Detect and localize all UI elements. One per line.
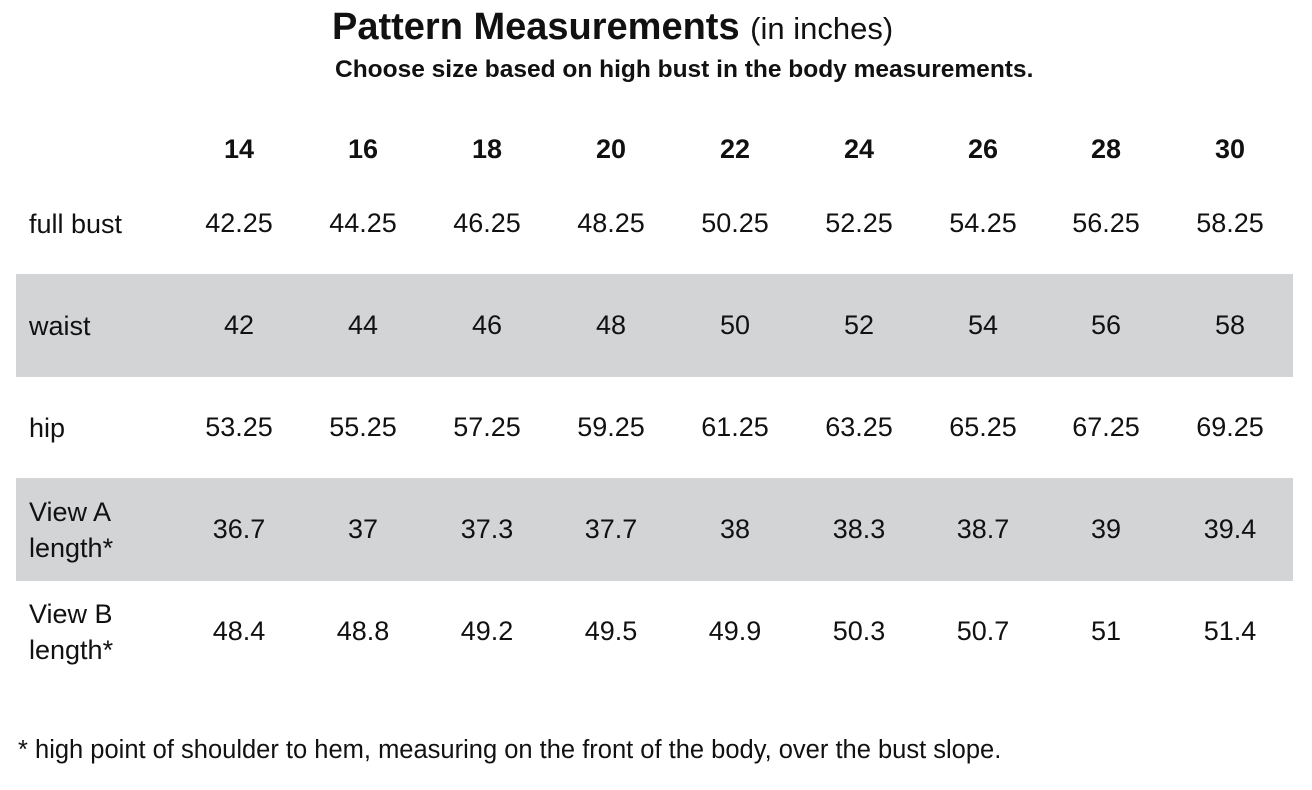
row-label: hip: [29, 376, 189, 479]
size-header-row: 14 16 18 20 22 24 26 28 30: [0, 126, 1312, 172]
table-cell: 49.5: [584, 616, 638, 646]
table-cell: 49.2: [460, 616, 514, 646]
table-cell: 51: [1090, 616, 1122, 646]
size-header-18: 18: [471, 134, 503, 164]
size-header-16: 16: [347, 134, 379, 164]
table-cell: 48.8: [336, 616, 390, 646]
table-cell: 36.7: [212, 514, 266, 544]
table-cell: 46.25: [453, 208, 521, 238]
row-label-text: hip: [29, 412, 66, 443]
table-cell: 37: [347, 514, 379, 544]
table-cell: 50.7: [956, 616, 1010, 646]
table-cell: 52: [843, 310, 875, 340]
table-cell: 44.25: [329, 208, 397, 238]
table-cell: 52.25: [825, 208, 893, 238]
row-label: full bust: [29, 172, 189, 275]
table-cell: 54: [967, 310, 999, 340]
table-cell: 59.25: [577, 412, 645, 442]
table-cell: 56.25: [1072, 208, 1140, 238]
table-cell: 46: [471, 310, 503, 340]
size-header-26: 26: [967, 134, 999, 164]
table-cell: 42.25: [205, 208, 273, 238]
row-label: View B length*: [29, 580, 189, 683]
table-cell: 48.4: [212, 616, 266, 646]
table-cell: 67.25: [1072, 412, 1140, 442]
table-cell: 38: [719, 514, 751, 544]
table-cell: 58.25: [1196, 208, 1264, 238]
table-cell: 54.25: [949, 208, 1017, 238]
table-row: waist 42 44 46 48 50 52 54 56 58: [16, 274, 1293, 377]
table-cell: 37.7: [584, 514, 638, 544]
table-row: full bust 42.25 44.25 46.25 48.25 50.25 52.25 5…: [16, 172, 1293, 275]
table-cell: 39.4: [1203, 514, 1257, 544]
row-label-text: waist: [29, 310, 91, 341]
row-label: waist: [29, 274, 189, 377]
size-header-14: 14: [223, 134, 255, 164]
table-cell: 38.3: [832, 514, 886, 544]
title-unit: (in inches): [750, 11, 894, 46]
table-cell: 50.25: [701, 208, 769, 238]
table-row: hip 53.25 55.25 57.25 59.25 61.25 63.25 65.25 67…: [16, 376, 1293, 479]
table-cell: 48.25: [577, 208, 645, 238]
table-cell: 61.25: [701, 412, 769, 442]
table-cell: 50.3: [832, 616, 886, 646]
size-header-22: 22: [719, 134, 751, 164]
table-cell: 55.25: [329, 412, 397, 442]
table-cell: 44: [347, 310, 379, 340]
table-cell: 69.25: [1196, 412, 1264, 442]
size-header-20: 20: [595, 134, 627, 164]
page-subtitle: Choose size based on high bust in the bo…: [335, 56, 1034, 83]
title-main: Pattern Measurements: [332, 6, 740, 48]
table-cell: 51.4: [1203, 616, 1257, 646]
table-row: View B length* 48.4 48.8 49.2 49.5 49.9 50.3 50…: [16, 580, 1293, 683]
row-label-text: View B length*: [29, 598, 114, 665]
table-cell: 56: [1090, 310, 1122, 340]
table-cell: 50: [719, 310, 751, 340]
table-cell: 49.9: [708, 616, 762, 646]
table-cell: 37.3: [460, 514, 514, 544]
table-row: View A length* 36.7 37 37.3 37.7 38 38.3 38.7 39…: [16, 478, 1293, 581]
table-cell: 57.25: [453, 412, 521, 442]
table-cell: 38.7: [956, 514, 1010, 544]
size-header-24: 24: [843, 134, 875, 164]
size-header-30: 30: [1214, 134, 1246, 164]
table-cell: 63.25: [825, 412, 893, 442]
row-label-text: View A length*: [29, 496, 114, 563]
table-cell: 42: [223, 310, 255, 340]
row-label-text: full bust: [29, 208, 123, 239]
table-cell: 58: [1214, 310, 1246, 340]
table-cell: 39: [1090, 514, 1122, 544]
footnote: * high point of shoulder to hem, measuri…: [18, 736, 1002, 764]
table-cell: 65.25: [949, 412, 1017, 442]
table-cell: 48: [595, 310, 627, 340]
size-header-28: 28: [1090, 134, 1122, 164]
table-cell: 53.25: [205, 412, 273, 442]
page-title: Pattern Measurements (in inches): [332, 4, 893, 52]
row-label: View A length*: [29, 478, 189, 581]
